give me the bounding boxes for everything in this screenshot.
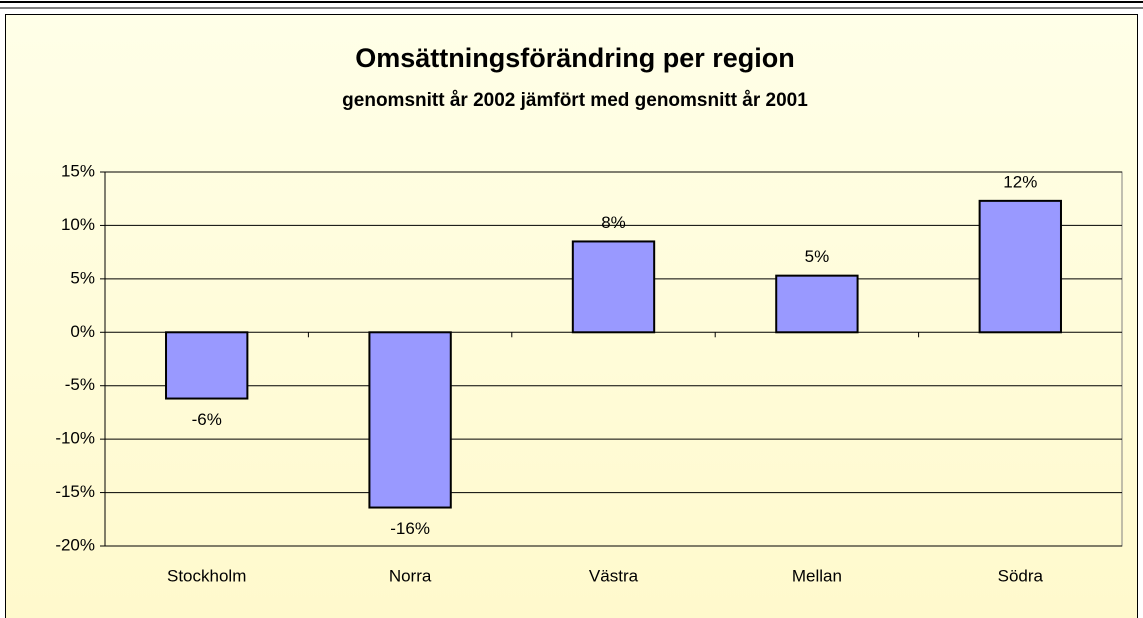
y-tick-label: 10% <box>61 215 95 234</box>
bar <box>165 331 249 400</box>
y-tick-label: -5% <box>65 375 95 394</box>
value-label: -6% <box>192 410 222 429</box>
value-label: 8% <box>601 213 626 232</box>
chart-subtitle: genomsnitt år 2002 jämfört med genomsnit… <box>342 90 808 111</box>
chart-title: Omsättningsförändring per region <box>355 43 795 73</box>
value-label: 12% <box>1003 172 1037 191</box>
x-tick-label: Södra <box>998 566 1044 585</box>
x-tick-label: Västra <box>589 566 639 585</box>
bar <box>978 199 1062 334</box>
bar <box>775 274 859 334</box>
x-tick-label: Stockholm <box>167 566 246 585</box>
chart-area <box>5 14 1138 618</box>
value-label: -16% <box>390 519 430 538</box>
x-tick-label: Norra <box>389 566 432 585</box>
y-tick-label: -20% <box>55 535 95 554</box>
y-tick-label: 0% <box>70 322 95 341</box>
bar <box>368 331 452 509</box>
value-label: 5% <box>805 247 830 266</box>
y-tick-label: -15% <box>55 482 95 501</box>
x-tick-label: Mellan <box>792 566 842 585</box>
y-tick-label: 15% <box>61 161 95 180</box>
y-tick-label: 5% <box>70 268 95 287</box>
y-tick-label: -10% <box>55 429 95 448</box>
bar <box>571 240 656 334</box>
